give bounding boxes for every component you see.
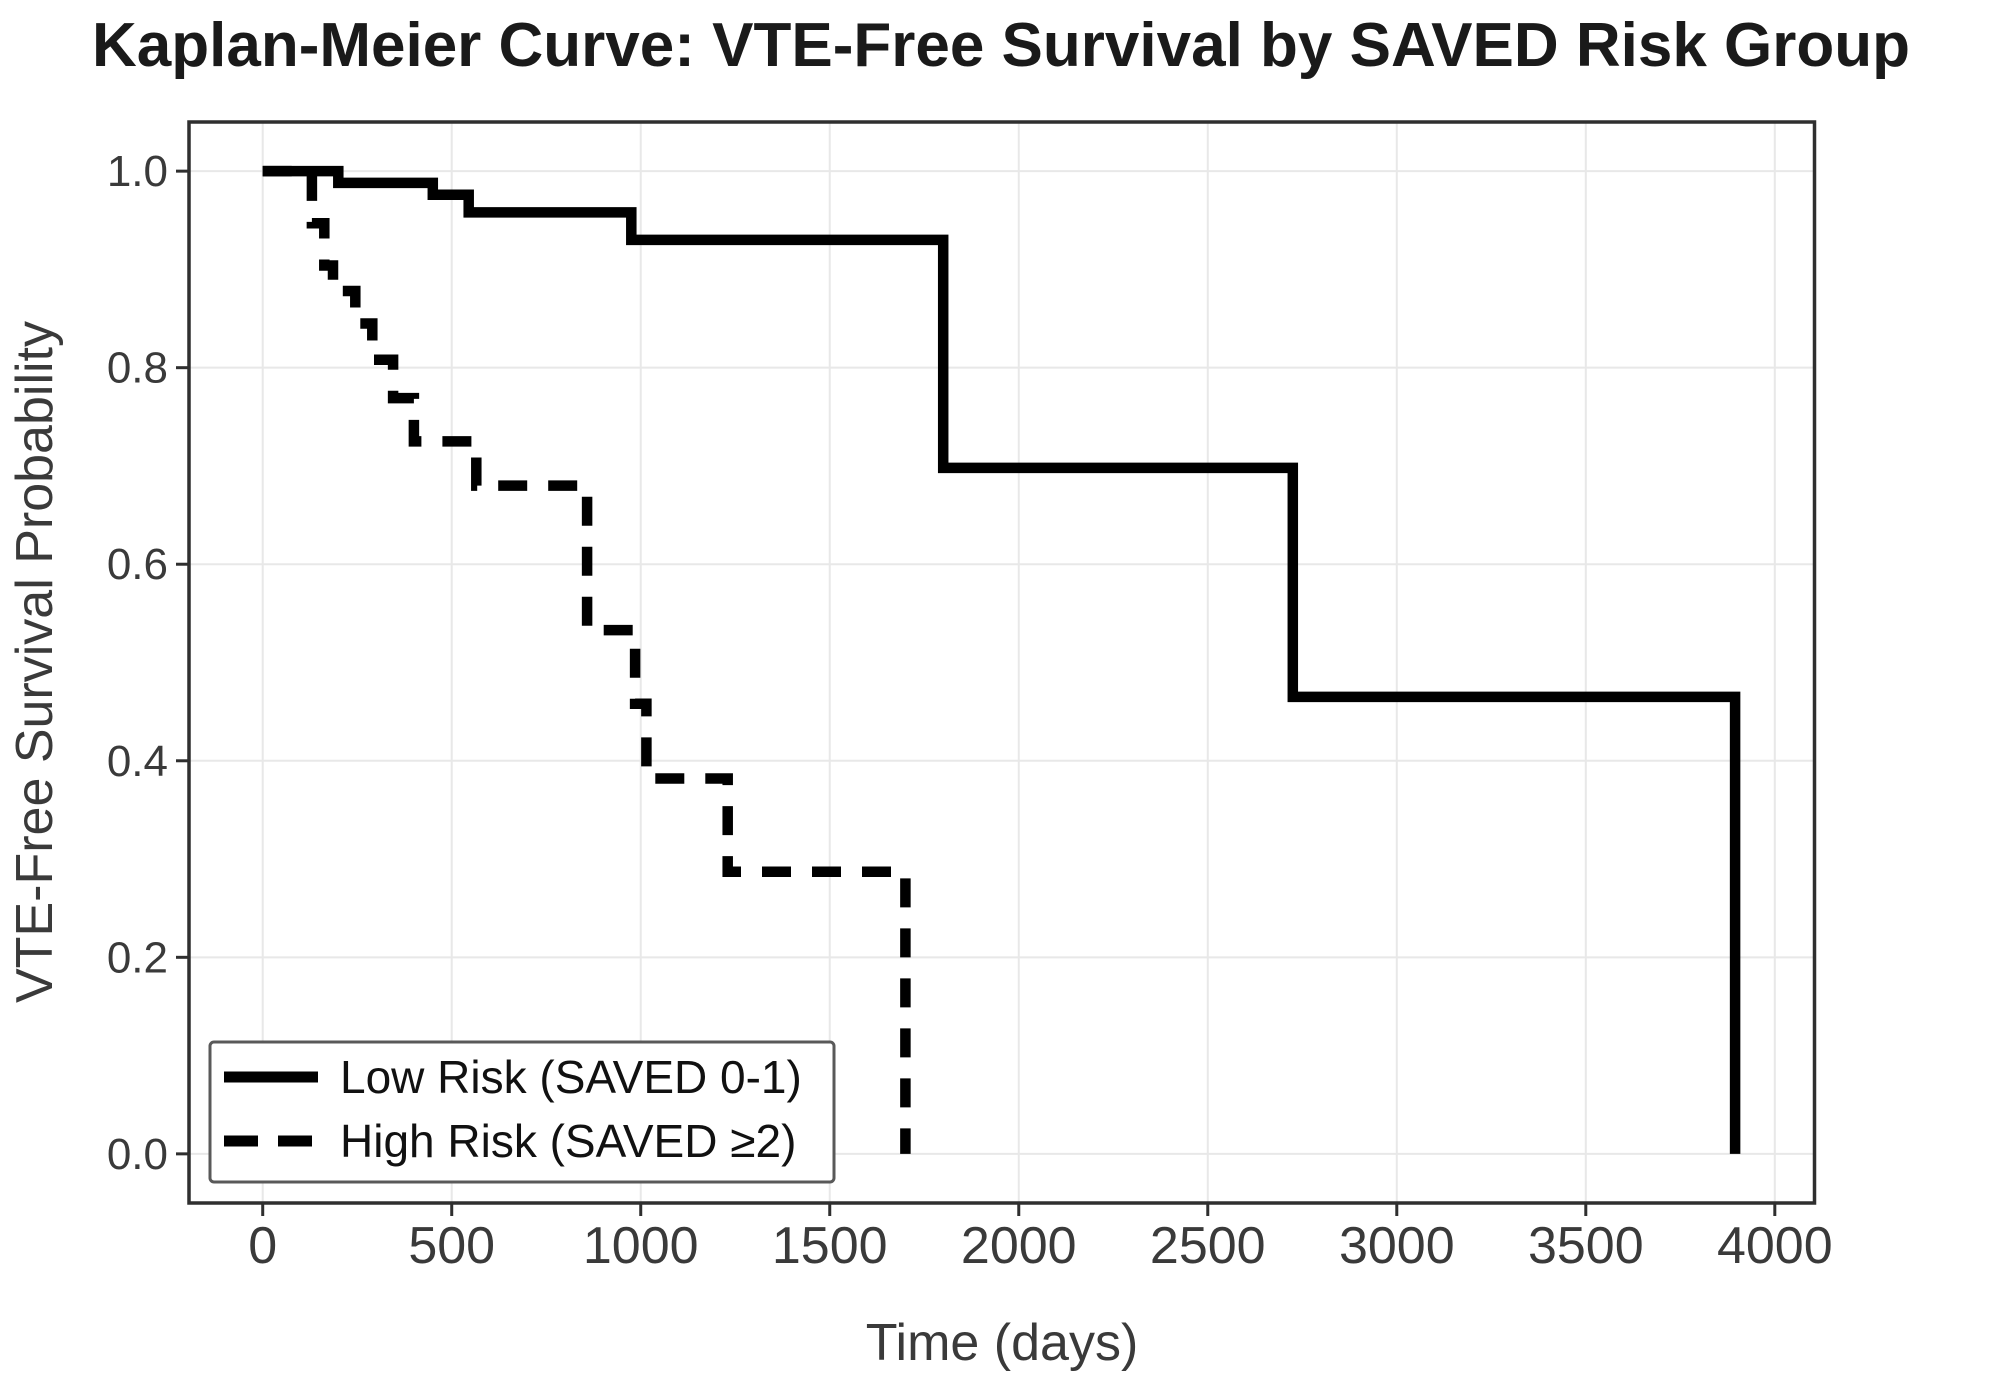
- high-risk-curve: [262, 165, 911, 1154]
- y-tick-label-0.6: 0.6: [107, 540, 168, 589]
- chart-built-layers: 0 500 1000 1500 2000 2500 3000 3500 4000 0.0 0.2 0.…: [107, 120, 1833, 1275]
- y-tick-label-0.8: 0.8: [107, 344, 168, 393]
- y-tick-label-1: 1.0: [107, 147, 168, 196]
- x-tick-label-0: 0: [248, 1217, 277, 1275]
- y-tick-label-0: 0.0: [107, 1130, 168, 1179]
- x-axis-label: Time (days): [866, 1314, 1139, 1372]
- y-tick-label-0.4: 0.4: [107, 737, 168, 786]
- x-tick-label-1000: 1000: [583, 1217, 699, 1275]
- x-tick-label-2500: 2500: [1150, 1217, 1266, 1275]
- y-tick-label-0.2: 0.2: [107, 933, 168, 982]
- x-tick-label-500: 500: [408, 1217, 495, 1275]
- legend-box: [208, 1040, 836, 1184]
- x-tick-label-2000: 2000: [961, 1217, 1077, 1275]
- x-tick-label-4000: 4000: [1717, 1217, 1833, 1275]
- legend-label-0: Low Risk (SAVED 0-1): [340, 1051, 802, 1103]
- legend-label-1: High Risk (SAVED ≥2): [340, 1115, 796, 1167]
- y-axis-label: VTE-Free Survival Probability: [6, 321, 64, 1003]
- low-risk-curve: [262, 165, 1741, 1154]
- chart-title: Kaplan-Meier Curve: VTE-Free Survival by…: [92, 11, 1910, 80]
- x-tick-label-1500: 1500: [772, 1217, 888, 1275]
- x-tick-label-3500: 3500: [1528, 1217, 1644, 1275]
- plot-border: [187, 120, 1817, 1205]
- x-tick-label-3000: 3000: [1339, 1217, 1455, 1275]
